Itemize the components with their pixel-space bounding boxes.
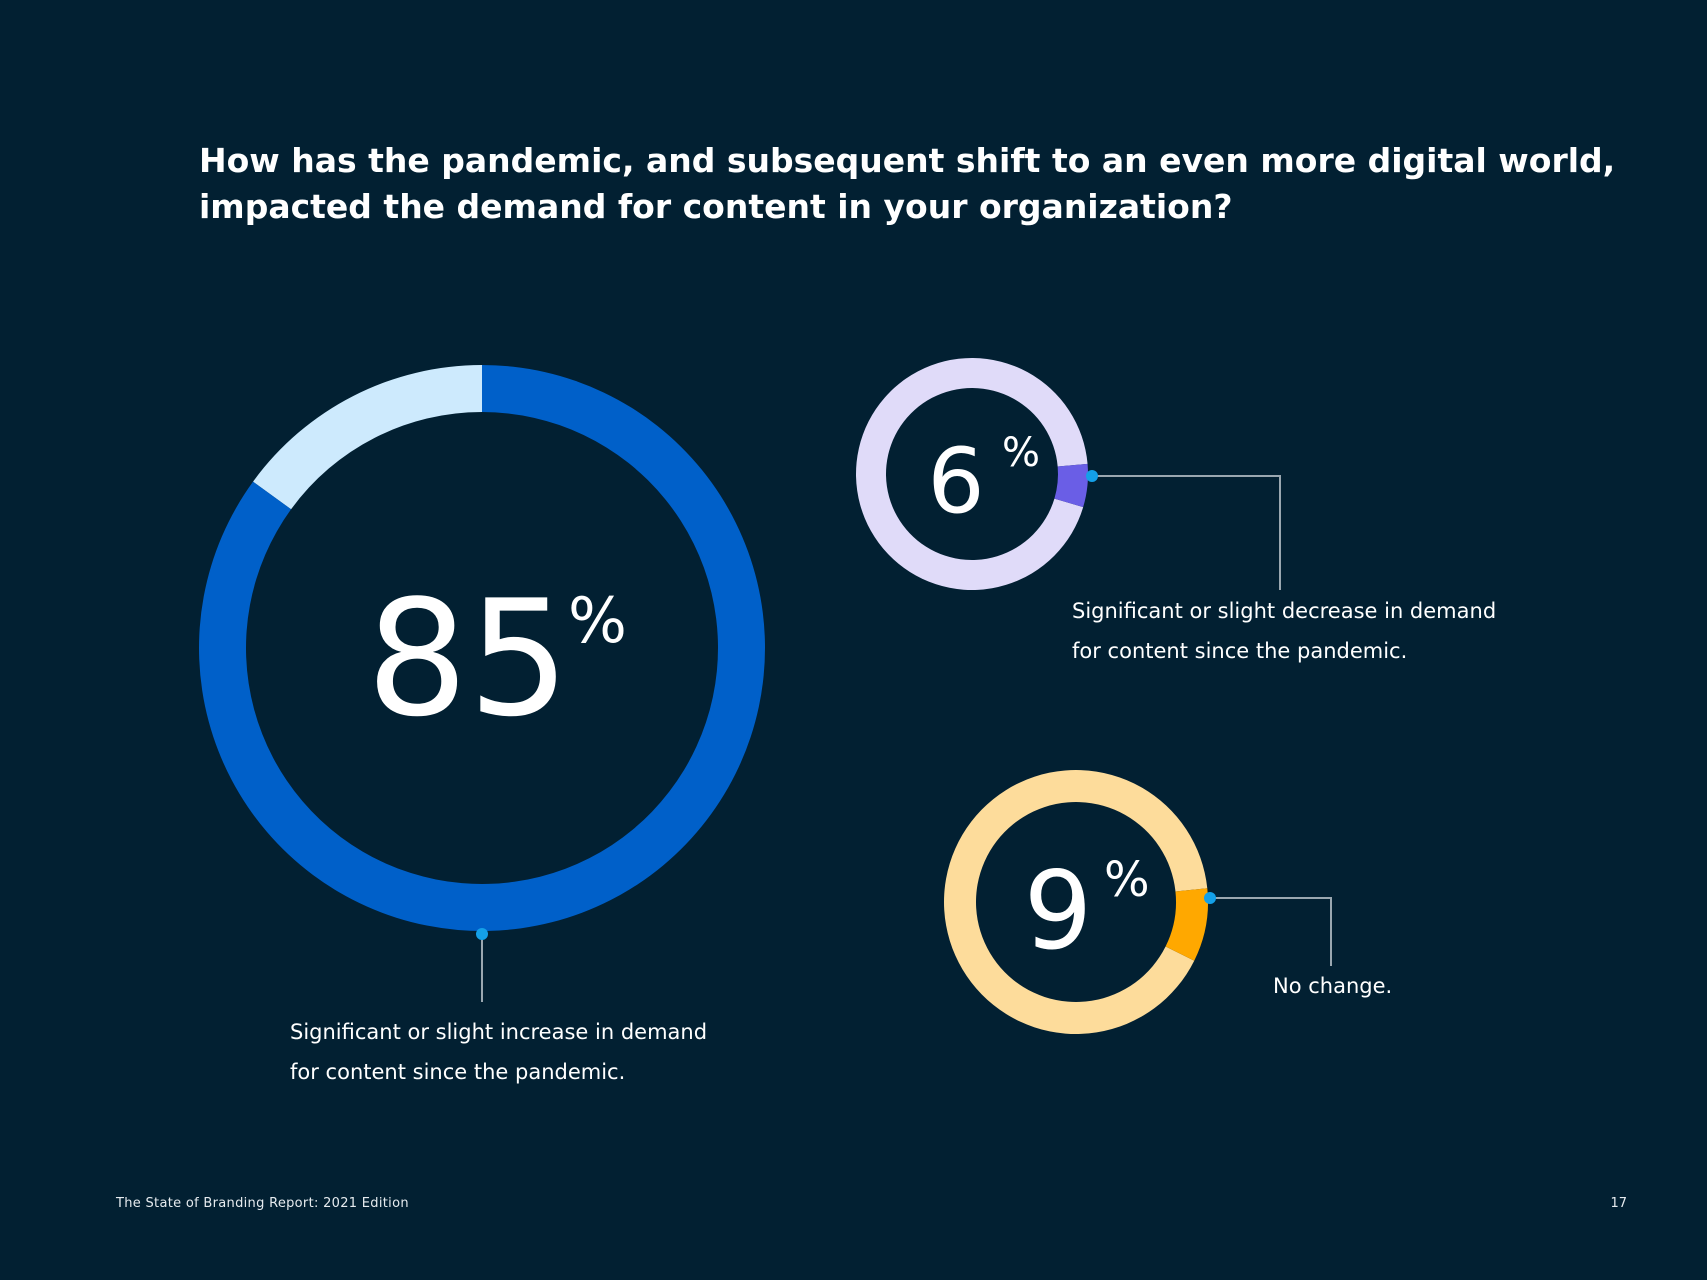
donut-decrease-percent-sign: % bbox=[1002, 430, 1040, 476]
caption-increase-line-2: for content since the pandemic. bbox=[290, 1060, 626, 1084]
caption-increase-line-1: Significant or slight increase in demand bbox=[290, 1020, 708, 1044]
title-line-2: impacted the demand for content in your … bbox=[199, 187, 1233, 226]
connector-no-change-line bbox=[1210, 897, 1332, 966]
footer-page-number: 17 bbox=[1610, 1196, 1627, 1211]
connector-decrease-dot bbox=[1086, 470, 1098, 482]
donut-no-change-value-label: 9 bbox=[1024, 849, 1093, 974]
caption-no-change: No change. bbox=[1273, 966, 1392, 1006]
connector-no-change-dot bbox=[1204, 892, 1216, 904]
donut-decrease-value-segment bbox=[1054, 463, 1088, 508]
donut-no-change-percent-sign: % bbox=[1104, 852, 1150, 908]
caption-decrease-line-1: Significant or slight decrease in demand bbox=[1072, 599, 1497, 623]
donut-decrease-value-label: 6 bbox=[927, 429, 984, 534]
title-line-1: How has the pandemic, and subsequent shi… bbox=[199, 141, 1616, 180]
caption-increase: Significant or slight increase in demand… bbox=[290, 1012, 707, 1092]
caption-decrease-line-2: for content since the pandemic. bbox=[1072, 639, 1408, 663]
caption-decrease: Significant or slight decrease in demand… bbox=[1072, 591, 1496, 671]
connector-decrease-line bbox=[1092, 475, 1281, 590]
caption-no-change-line-1: No change. bbox=[1273, 974, 1393, 998]
connector-increase-dot bbox=[476, 928, 488, 940]
donut-increase-value-label: 85 bbox=[366, 565, 570, 752]
footer-report-name: The State of Branding Report: 2021 Editi… bbox=[116, 1196, 409, 1211]
donut-increase-remainder bbox=[253, 365, 482, 510]
donut-no-change-value-segment bbox=[1165, 888, 1208, 961]
donut-increase-percent-sign: % bbox=[568, 584, 627, 657]
page-title: How has the pandemic, and subsequent shi… bbox=[199, 138, 1616, 230]
